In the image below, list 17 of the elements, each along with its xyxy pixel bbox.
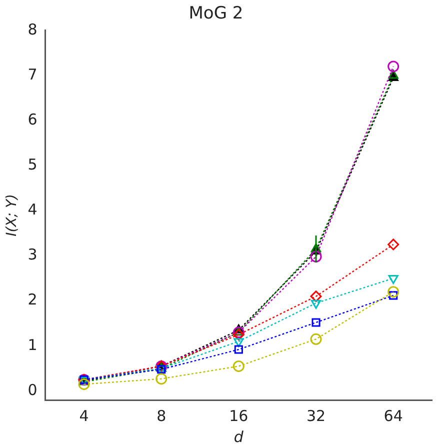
x-tick-label: 32 — [306, 406, 326, 425]
x-tick-label: 4 — [79, 406, 89, 425]
y-tick-label: 8 — [28, 20, 38, 38]
y-tick-label: 2 — [28, 290, 38, 309]
y-tick-label: 6 — [28, 110, 38, 128]
y-tick-label: 1 — [28, 336, 38, 354]
y-tick-label: 5 — [28, 156, 38, 174]
x-axis-title: d — [234, 428, 244, 446]
y-tick-label: 0 — [28, 380, 38, 399]
x-tick-label: 16 — [229, 406, 248, 425]
x-tick-label: 8 — [156, 406, 166, 425]
y-tick-label: 7 — [28, 65, 38, 84]
y-tick-label: 3 — [28, 246, 38, 264]
chart-title: MoG 2 — [188, 4, 244, 24]
x-tick-label: 64 — [384, 406, 403, 425]
y-tick-label: 4 — [28, 200, 38, 219]
y-axis-title: I(X; Y) — [4, 194, 20, 236]
